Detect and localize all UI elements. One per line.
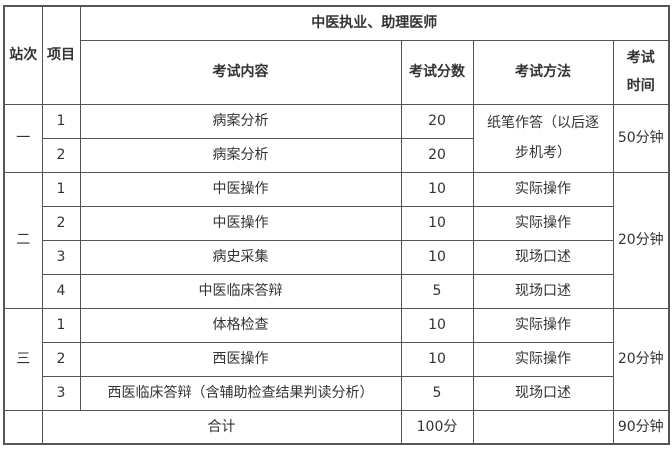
item-cell: 3 <box>41 239 81 275</box>
time-cell: 50分钟 <box>612 103 670 173</box>
total-row: 合计 100分 90分钟 <box>3 409 670 445</box>
time-cell: 20分钟 <box>612 307 670 411</box>
table-row: 4 中医临床答辩 5 现场口述 <box>4 273 669 309</box>
method-cell: 现场口述 <box>472 239 614 275</box>
method-cell: 实际操作 <box>472 341 614 377</box>
header-content: 考试内容 <box>79 39 402 105</box>
item-cell: 2 <box>41 341 81 377</box>
table-row: 2 中医操作 10 实际操作 <box>4 205 669 241</box>
content-cell: 西医临床答辩（含辅助检查结果判读分析） <box>79 375 402 411</box>
header-time: 考试时间 <box>612 39 670 105</box>
score-cell: 20 <box>400 137 474 173</box>
content-cell: 体格检查 <box>79 307 402 343</box>
item-cell: 1 <box>41 307 81 343</box>
header-method: 考试方法 <box>472 39 614 105</box>
exam-table: 站次 项目 中医执业、助理医师 考试内容 考试分数 考试方法 考试时间 一 1 … <box>3 5 670 445</box>
table-row: 3 病史采集 10 现场口述 <box>4 239 669 275</box>
item-cell: 1 <box>41 171 81 207</box>
score-cell: 10 <box>400 341 474 377</box>
item-cell: 2 <box>41 205 81 241</box>
empty-cell <box>3 409 43 445</box>
method-cell: 现场口述 <box>472 273 614 309</box>
content-cell: 病史采集 <box>79 239 402 275</box>
station-cell: 二 <box>3 171 43 309</box>
item-cell: 2 <box>41 137 81 173</box>
score-cell: 10 <box>400 307 474 343</box>
time-cell: 20分钟 <box>612 171 670 309</box>
table-row: 3 西医临床答辩（含辅助检查结果判读分析） 5 现场口述 <box>4 375 669 411</box>
method-cell: 现场口述 <box>472 375 614 411</box>
table-row: 三 1 体格检查 10 实际操作 20分钟 <box>3 307 670 411</box>
method-cell: 实际操作 <box>472 171 614 207</box>
score-cell: 10 <box>400 239 474 275</box>
item-cell: 3 <box>41 375 81 411</box>
method-cell: 实际操作 <box>472 307 614 343</box>
header-station: 站次 <box>3 5 43 105</box>
total-label: 合计 <box>41 409 402 445</box>
station-cell: 三 <box>3 307 43 411</box>
empty-cell <box>472 409 614 445</box>
score-cell: 5 <box>400 273 474 309</box>
method-cell: 实际操作 <box>472 205 614 241</box>
content-cell: 中医临床答辩 <box>79 273 402 309</box>
score-cell: 10 <box>400 171 474 207</box>
table-row: 2 西医操作 10 实际操作 <box>4 341 669 377</box>
station-cell: 一 <box>3 103 43 173</box>
content-cell: 西医操作 <box>79 341 402 377</box>
table-row: 一 1 病案分析 20 纸笔作答（以后逐步机考） 50分钟 <box>3 103 670 173</box>
item-cell: 1 <box>41 103 81 139</box>
total-score: 100分 <box>400 409 474 445</box>
content-cell: 中医操作 <box>79 171 402 207</box>
score-cell: 10 <box>400 205 474 241</box>
score-cell: 20 <box>400 103 474 139</box>
table-row: 二 1 中医操作 10 实际操作 20分钟 <box>3 171 670 309</box>
header-group-title: 中医执业、助理医师 <box>79 5 670 41</box>
method-cell: 纸笔作答（以后逐步机考） <box>472 103 614 173</box>
content-cell: 病案分析 <box>79 137 402 173</box>
score-cell: 5 <box>400 375 474 411</box>
item-cell: 4 <box>41 273 81 309</box>
total-time: 90分钟 <box>612 409 670 445</box>
content-cell: 病案分析 <box>79 103 402 139</box>
content-cell: 中医操作 <box>79 205 402 241</box>
header-item: 项目 <box>41 5 81 105</box>
header-score: 考试分数 <box>400 39 474 105</box>
